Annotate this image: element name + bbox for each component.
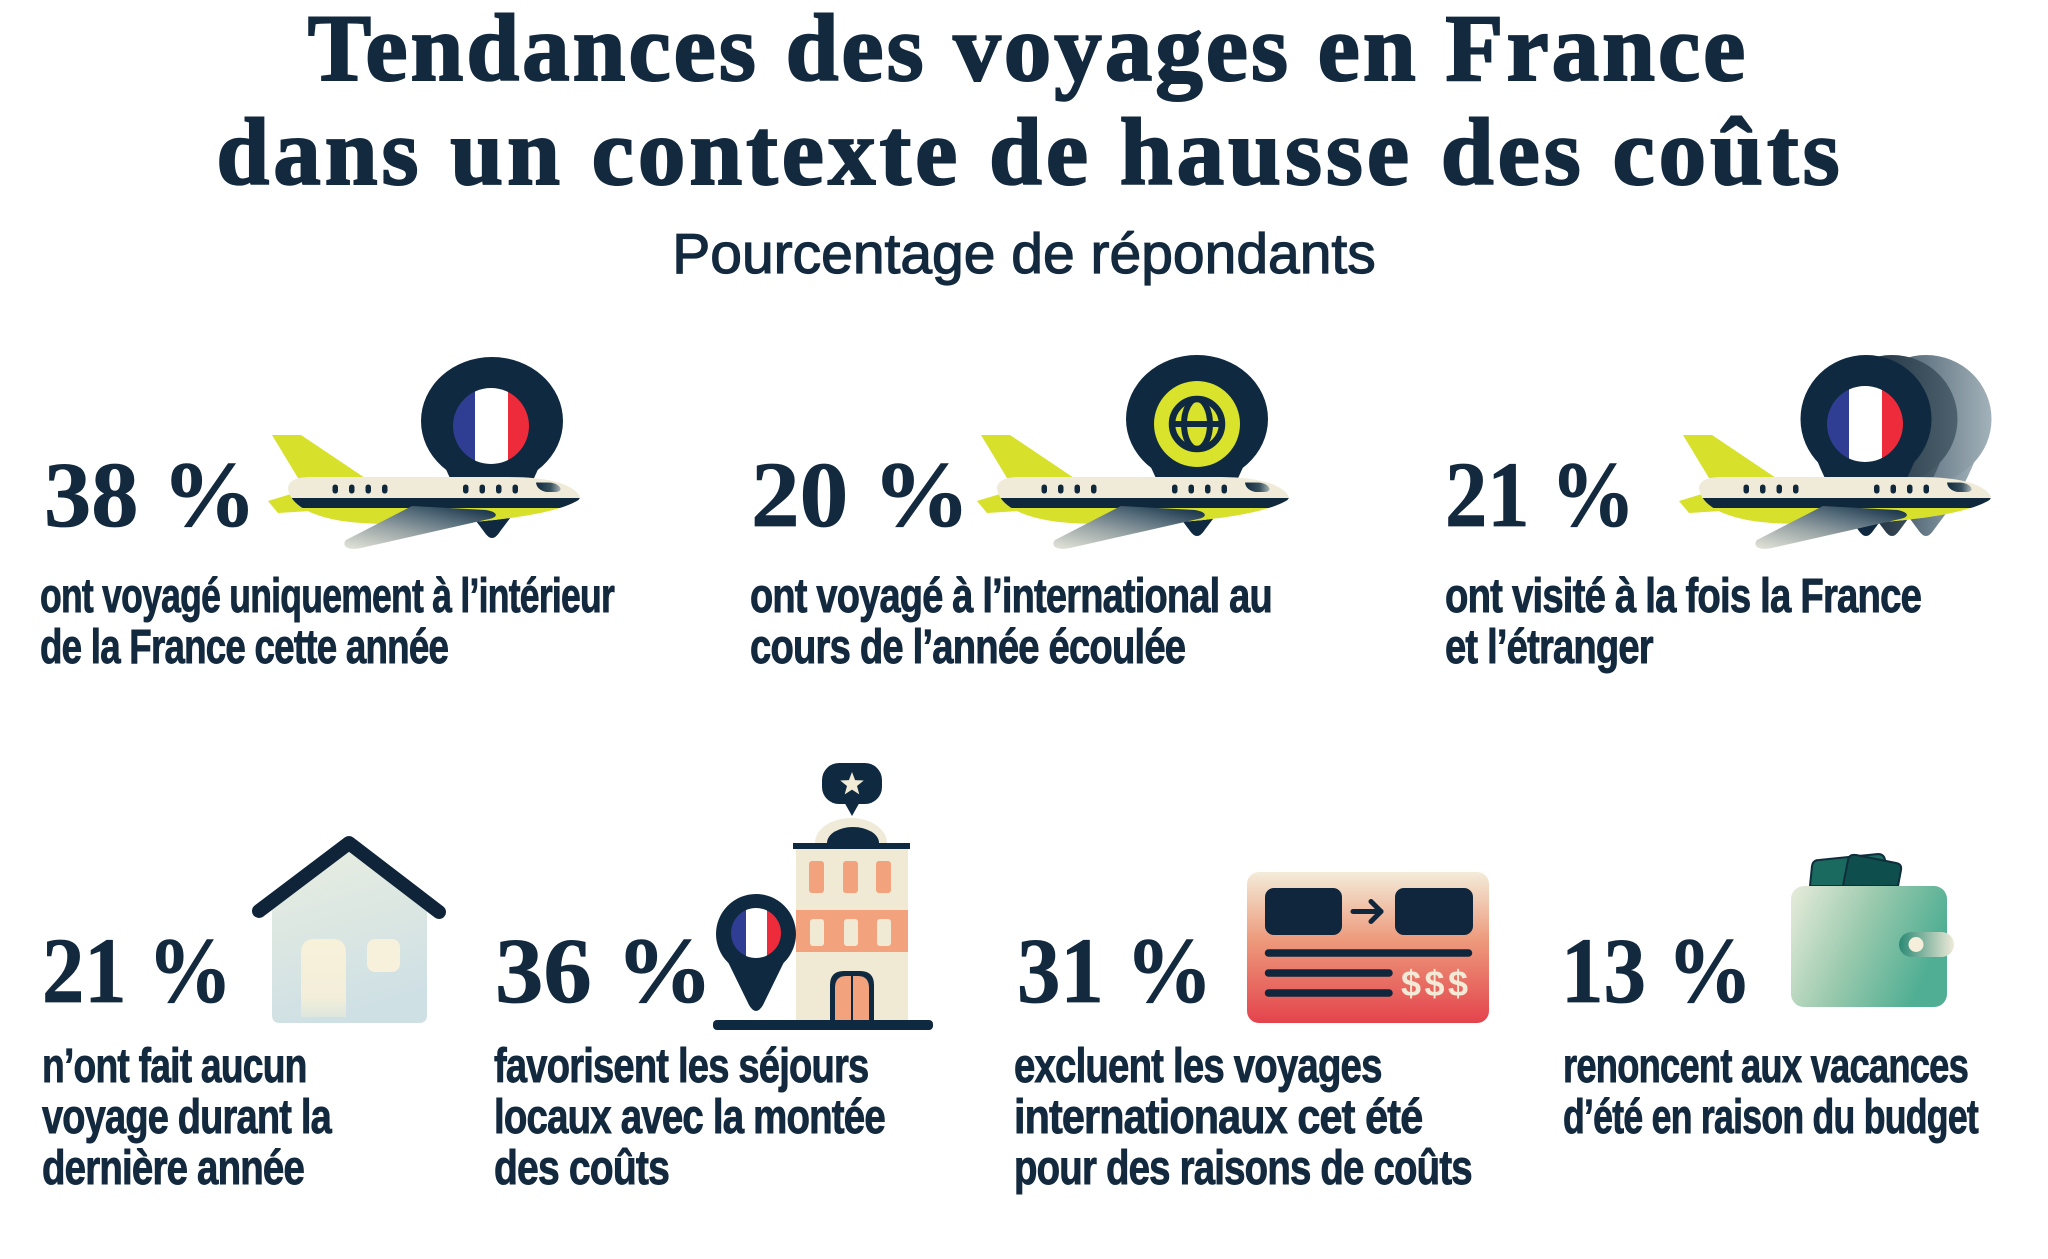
svg-text:$$$: $$$ [1401, 963, 1472, 1004]
